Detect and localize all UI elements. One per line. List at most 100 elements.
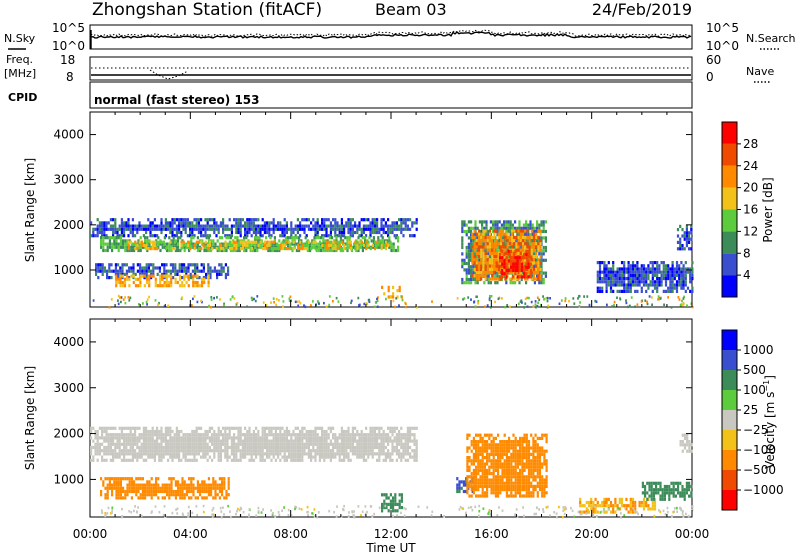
- velocity-cell: [188, 477, 191, 481]
- power-cell: [483, 242, 486, 246]
- power-cell: [197, 221, 200, 225]
- power-cell: [131, 234, 134, 238]
- velocity-cell: [378, 449, 381, 453]
- power-cell: [494, 223, 497, 227]
- power-cell: [215, 227, 218, 231]
- power-cell: [472, 277, 475, 282]
- power-cell: [180, 266, 183, 270]
- power-cell: [691, 270, 694, 274]
- power-cell: [634, 270, 637, 274]
- power-cell: [299, 227, 302, 231]
- power-speckle: [470, 298, 472, 301]
- power-cell: [497, 242, 500, 246]
- power-cell: [477, 271, 481, 275]
- power-speckle: [546, 306, 549, 309]
- power-cell: [491, 245, 494, 249]
- velocity-cell: [156, 439, 159, 443]
- power-cell: [505, 239, 508, 243]
- power-cell: [313, 236, 316, 240]
- power-cell: [480, 239, 483, 243]
- power-cell: [369, 230, 372, 235]
- velocity-cell: [327, 436, 330, 440]
- power-cell: [229, 236, 232, 240]
- power-cell: [130, 248, 133, 253]
- power-cell: [318, 224, 321, 228]
- power-cell: [217, 247, 220, 251]
- velocity-cell: [167, 449, 170, 453]
- velocity-cell: [369, 426, 372, 430]
- power-speckle: [142, 302, 144, 305]
- velocity-cell: [321, 442, 324, 446]
- velocity-cell: [105, 433, 108, 437]
- power-cell: [470, 249, 473, 253]
- power-cell: [109, 227, 112, 231]
- power-cell: [620, 280, 624, 284]
- velocity-cell: [131, 455, 134, 459]
- power-cell: [180, 218, 183, 222]
- velocity-cell: [415, 445, 418, 450]
- power-cell: [216, 239, 219, 243]
- velocity-cell: [200, 439, 203, 443]
- power-cell: [513, 271, 516, 275]
- power-cell: [120, 221, 123, 225]
- velocity-cell: [175, 439, 178, 443]
- power-cell: [461, 239, 464, 243]
- power-cell: [147, 269, 150, 273]
- power-cell: [327, 218, 330, 222]
- power-cell: [380, 224, 383, 228]
- power-cell: [336, 240, 339, 244]
- power-cell: [117, 272, 120, 276]
- power-cell: [149, 227, 152, 231]
- power-cell: [110, 269, 113, 273]
- velocity-cell: [400, 439, 403, 443]
- power-cell: [523, 252, 526, 257]
- power-cell: [312, 218, 315, 222]
- power-cell: [358, 234, 361, 238]
- velocity-cell: [334, 439, 337, 443]
- power-speckle: [163, 305, 166, 308]
- power-cell: [235, 224, 238, 228]
- power-cell: [649, 280, 652, 284]
- power-cell: [616, 267, 619, 271]
- power-cell: [213, 269, 216, 273]
- power-cell: [356, 230, 359, 235]
- velocity-cell: [223, 483, 226, 487]
- velocity-cell: [230, 458, 233, 462]
- power-cell: [101, 263, 104, 267]
- velocity-cell: [323, 455, 326, 459]
- velocity-cell: [200, 436, 203, 440]
- power-cell: [139, 277, 142, 281]
- velocity-cell: [345, 455, 348, 459]
- velocity-cell: [292, 452, 295, 456]
- power-cell: [411, 221, 414, 225]
- velocity-cell: [299, 458, 302, 462]
- power-cell: [609, 277, 613, 281]
- power-cell: [491, 248, 494, 252]
- power-cell: [259, 227, 262, 231]
- velocity-cell: [456, 477, 459, 481]
- power-cell: [544, 271, 547, 275]
- power-cell: [521, 245, 525, 249]
- power-cell: [335, 236, 338, 240]
- velocity-cell: [211, 458, 214, 462]
- velocity-cell: [299, 442, 302, 446]
- power-speckle: [644, 299, 647, 302]
- power-cell: [178, 227, 181, 231]
- velocity-cell: [384, 439, 387, 443]
- velocity-cell: [252, 439, 255, 443]
- velocity-cell: [149, 429, 152, 434]
- power-cell: [489, 281, 492, 285]
- velocity-cell: [274, 436, 277, 440]
- power-colorbar-block: [722, 231, 737, 254]
- velocity-cell: [266, 439, 269, 443]
- velocity-cell: [94, 452, 97, 456]
- power-cell: [480, 251, 483, 255]
- velocity-cell: [382, 429, 385, 434]
- power-cell: [601, 280, 604, 284]
- power-cell: [283, 230, 286, 235]
- power-speckle: [504, 305, 507, 309]
- velocity-cell: [250, 433, 253, 437]
- velocity-cell: [224, 426, 227, 430]
- power-cell: [474, 252, 477, 256]
- velocity-cell: [371, 429, 374, 434]
